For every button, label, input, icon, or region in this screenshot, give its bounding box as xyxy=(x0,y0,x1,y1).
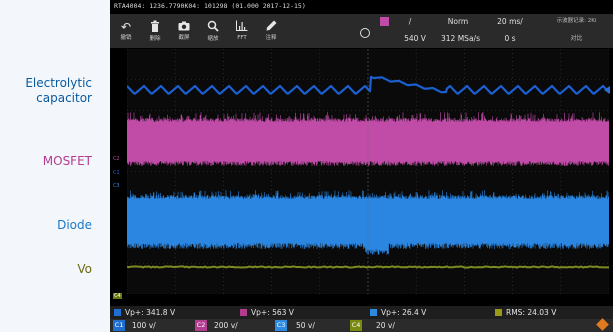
waveform-grid xyxy=(127,49,609,294)
label-mosfet: MOSFET xyxy=(42,154,92,168)
time-offset[interactable]: 0 s xyxy=(504,34,516,43)
settings-diamond-icon[interactable] xyxy=(596,318,609,331)
scale-value-c3[interactable]: 50 v/ xyxy=(296,319,315,332)
label-electrolytic-capacitor: Electrolytic capacitor xyxy=(0,76,92,106)
c2-swatch xyxy=(240,309,247,316)
waveform-plot xyxy=(127,49,609,294)
label-vo: Vo xyxy=(77,262,92,276)
scale-value-c2-text: 200 v/ xyxy=(214,321,238,330)
scale-chip-c4[interactable]: C4 xyxy=(350,320,362,331)
undo-label: 撤销 xyxy=(120,34,132,41)
undo-button[interactable]: ↶ 撤销 xyxy=(112,14,140,48)
scale-chip-c1[interactable]: C1 xyxy=(113,320,125,331)
measurement-c2-text: Vp+: 563 V xyxy=(251,308,294,317)
delete-button[interactable]: 删除 xyxy=(141,14,169,48)
scale-value-c1-text: 100 v/ xyxy=(132,321,156,330)
time-per-div[interactable]: 20 ms/ xyxy=(497,17,523,26)
zoom-icon xyxy=(207,20,219,35)
screenshot-label: 截屏 xyxy=(178,34,190,41)
c1-swatch xyxy=(114,309,121,316)
scale-value-c1[interactable]: 100 v/ xyxy=(132,319,156,332)
scope-toolbar: ↶ 撤销 删除 截屏 缩放 FFT xyxy=(110,14,613,48)
c4-swatch xyxy=(495,309,502,316)
scale-chip-c3[interactable]: C3 xyxy=(275,320,287,331)
undo-icon: ↶ xyxy=(120,19,132,34)
label-electrolytic-line2: capacitor xyxy=(36,91,92,105)
trigger-level[interactable]: 540 V xyxy=(404,34,426,43)
sample-rate: 312 MSa/s xyxy=(441,34,480,43)
label-electrolytic-line1: Electrolytic xyxy=(25,76,92,90)
channel-marker-c1: C1 xyxy=(113,170,120,176)
delete-label: 删除 xyxy=(149,35,161,42)
trash-icon xyxy=(150,20,160,35)
measurement-c3: Vp+: 26.4 V xyxy=(370,306,426,319)
scale-chip-c2[interactable]: C2 xyxy=(195,320,207,331)
memory-depth: 示波器记录: 2Ki xyxy=(556,18,597,24)
vo-waveform xyxy=(127,265,609,269)
cursor-arrow-icon xyxy=(604,86,610,94)
channel-marker-c2: C2 xyxy=(113,156,120,162)
scope-title: RTA4004: 1236.7790K04: 101298 (01.000 20… xyxy=(114,2,306,10)
trigger-mode[interactable]: Norm xyxy=(447,17,469,26)
screenshot-button[interactable]: 截屏 xyxy=(170,14,198,48)
annotate-button[interactable]: 注释 xyxy=(257,14,285,48)
measurement-c3-text: Vp+: 26.4 V xyxy=(381,308,427,317)
channel-marker-c4: C4 xyxy=(113,293,122,299)
measurement-bar: Vp+: 341.8 V Vp+: 563 V Vp+: 26.4 V RMS:… xyxy=(110,306,613,319)
scale-value-c3-text: 50 v/ xyxy=(296,321,315,330)
annotate-label: 注释 xyxy=(265,35,277,41)
compare-label: 对比 xyxy=(570,35,583,42)
oscilloscope-screen: RTA4004: 1236.7790K04: 101298 (01.000 20… xyxy=(110,0,613,332)
fft-button[interactable]: FFT xyxy=(228,14,256,48)
measurement-c1-text: Vp+: 341.8 V xyxy=(125,308,176,317)
fft-label: FFT xyxy=(237,35,247,41)
channel-scale-bar: C1 100 v/ C2 200 v/ C3 50 v/ C4 20 v/ xyxy=(110,318,613,332)
channel-color-swatch xyxy=(380,17,389,26)
scale-value-c4-text: 20 v/ xyxy=(376,321,395,330)
measurement-c2: Vp+: 563 V xyxy=(240,306,294,319)
measurement-c4-text: RMS: 24.03 V xyxy=(506,308,557,317)
camera-icon xyxy=(178,21,190,34)
zoom-button[interactable]: 缩放 xyxy=(199,14,227,48)
zoom-label: 缩放 xyxy=(207,35,219,42)
trigger-info-panel: / Norm 20 ms/ 示波器记录: 2Ki 540 V 312 MSa/s… xyxy=(360,14,613,48)
measurement-c1: Vp+: 341.8 V xyxy=(114,306,175,319)
channel-marker-c3: C3 xyxy=(113,183,120,189)
trigger-slope[interactable]: / xyxy=(408,17,412,26)
fft-icon xyxy=(236,20,248,34)
scale-value-c2[interactable]: 200 v/ xyxy=(214,319,238,332)
pen-icon xyxy=(266,20,277,34)
label-diode: Diode xyxy=(57,218,92,232)
c3-swatch xyxy=(370,309,377,316)
measurement-c4: RMS: 24.03 V xyxy=(495,306,556,319)
gear-icon[interactable] xyxy=(360,28,370,38)
diode-waveform-trace xyxy=(127,189,609,256)
scale-value-c4[interactable]: 20 v/ xyxy=(376,319,395,332)
